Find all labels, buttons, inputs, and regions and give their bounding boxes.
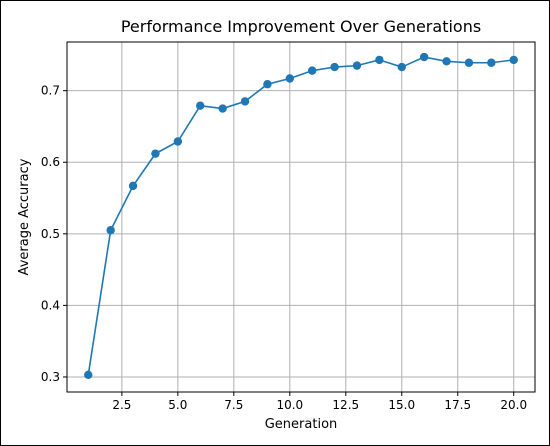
chart-title: Performance Improvement Over Generations bbox=[121, 17, 481, 36]
x-tick-label: 20.0 bbox=[500, 398, 527, 412]
data-point bbox=[375, 55, 384, 65]
x-tick-label: 12.5 bbox=[332, 398, 359, 412]
x-axis-label: Generation bbox=[265, 417, 338, 432]
grid bbox=[67, 42, 535, 392]
data-point bbox=[240, 97, 250, 106]
data-point bbox=[419, 52, 429, 62]
y-tick-label: 0.7 bbox=[41, 84, 60, 98]
y-axis-label: Average Accuracy bbox=[17, 158, 32, 275]
x-axis: 2.5 5.0 7.5 10.0 12.5 15.0 17.5 20.0 bbox=[112, 392, 527, 412]
data-point bbox=[173, 137, 183, 146]
data-point bbox=[330, 62, 339, 72]
data-point bbox=[442, 57, 451, 66]
y-axis: 0.3 0.4 0.5 0.6 0.7 bbox=[41, 84, 67, 384]
x-tick-label: 17.5 bbox=[444, 398, 471, 412]
x-tick-label: 5.0 bbox=[168, 398, 187, 412]
data-point bbox=[263, 80, 272, 89]
data-point bbox=[397, 62, 406, 72]
data-point bbox=[464, 58, 474, 67]
y-tick-label: 0.5 bbox=[41, 227, 60, 241]
data-point bbox=[352, 61, 362, 70]
x-tick-label: 7.5 bbox=[224, 398, 243, 412]
data-point bbox=[218, 104, 227, 113]
x-tick-label: 15.0 bbox=[388, 398, 415, 412]
series-accuracy bbox=[84, 52, 518, 380]
y-tick-label: 0.4 bbox=[41, 298, 60, 312]
data-point bbox=[509, 55, 518, 65]
data-point bbox=[285, 74, 295, 83]
data-point bbox=[128, 181, 138, 191]
data-point bbox=[106, 226, 115, 235]
data-point bbox=[307, 66, 317, 75]
plot-area bbox=[66, 41, 536, 393]
data-point bbox=[487, 58, 496, 67]
data-point bbox=[151, 149, 160, 158]
y-tick-label: 0.6 bbox=[41, 155, 60, 169]
data-point bbox=[84, 370, 93, 380]
y-tick-label: 0.3 bbox=[41, 370, 60, 384]
series-line bbox=[87, 56, 514, 375]
data-point bbox=[196, 101, 205, 110]
x-tick-label: 2.5 bbox=[112, 398, 131, 412]
x-tick-label: 10.0 bbox=[276, 398, 303, 412]
